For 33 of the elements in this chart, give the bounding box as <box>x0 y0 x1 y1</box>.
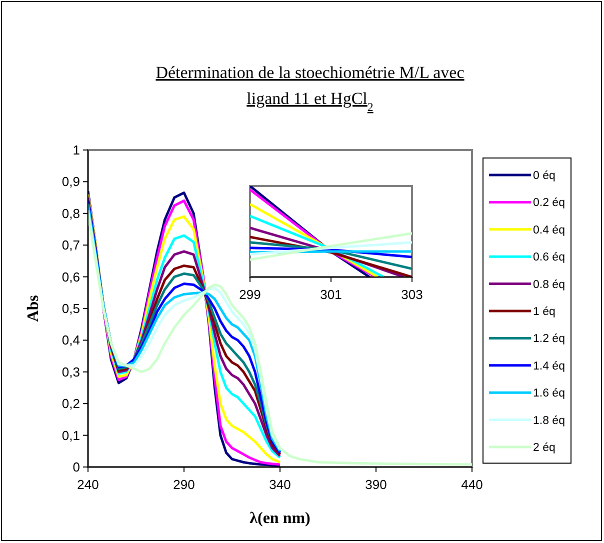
x-tick-label: 240 <box>77 477 99 492</box>
y-tick-label: 0,2 <box>62 396 80 412</box>
y-tick-label: 0,8 <box>62 206 80 221</box>
x-tick-label: 440 <box>461 477 483 492</box>
legend-label: 0 éq <box>533 170 556 182</box>
y-tick-label: 0,9 <box>62 174 80 190</box>
legend-label: 1 éq <box>533 306 556 318</box>
x-tick-label: 390 <box>365 477 387 492</box>
y-tick-label: 1 <box>72 142 80 158</box>
x-tick-label: 290 <box>173 477 195 492</box>
legend-label: 0.8 éq <box>533 278 565 291</box>
y-tick-label: 0,1 <box>62 428 80 443</box>
x-tick-label: 340 <box>269 477 291 492</box>
y-tick-label: 0,6 <box>62 269 80 284</box>
x-tick-label: 301 <box>320 287 342 302</box>
x-tick-label: 303 <box>401 287 423 302</box>
legend-label: 0.2 éq <box>533 197 565 210</box>
y-tick-label: 0,7 <box>62 238 80 253</box>
legend-label: 1.6 éq <box>533 388 565 400</box>
legend-label: 1.8 éq <box>533 414 565 427</box>
y-tick-label: 0 <box>72 460 80 474</box>
legend-label: 0.6 éq <box>533 252 565 264</box>
legend-label: 1.4 éq <box>533 360 565 372</box>
legend-label: 1.2 éq <box>533 333 565 346</box>
legend-label: 0.4 éq <box>533 224 565 236</box>
y-axis-title: Abs <box>25 295 42 322</box>
chart-title: Détermination de la stoechiométrie M/L avec ligand 11 et HgCl$_{2}$ <box>156 63 465 114</box>
legend-label: 2 éq <box>533 442 556 454</box>
y-tick-label: 0,4 <box>62 332 80 348</box>
y-tick-label: 0,5 <box>62 301 80 316</box>
y-tick-label: 0,3 <box>62 364 80 380</box>
x-tick-label: 299 <box>239 287 261 302</box>
x-axis-title: λ(en nm) <box>250 510 310 527</box>
